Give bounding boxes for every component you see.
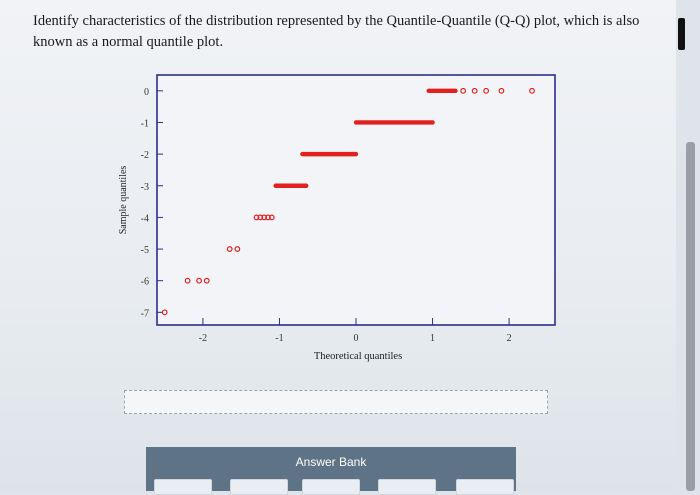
question-panel: Identify characteristics of the distribu… [0,0,676,495]
qq-plot-svg: -2 -1 0 1 2 0 -1 -2 -3 -4 -5 -6 -7 Theoretical quanti… [118,74,556,362]
data-point [261,214,268,221]
x-tick-label: 1 [430,333,435,344]
data-point [203,277,210,284]
qq-plot: -2 -1 0 1 2 0 -1 -2 -3 -4 -5 -6 -7 Theoretical quanti… [110,70,560,370]
data-point [265,214,271,221]
data-point [234,246,241,252]
answer-drop-zone[interactable] [124,390,548,414]
data-point [257,214,264,221]
y-tick-label: -1 [141,118,149,129]
question-text: Identify characteristics of the distribu… [33,13,640,50]
answer-chip[interactable] [154,479,212,495]
y-tick-label: -2 [141,150,149,161]
plot-frame [156,74,556,326]
data-point [196,277,202,284]
data-point [471,87,478,94]
x-tick-label: 2 [507,333,512,344]
x-tick-label: -1 [275,333,283,344]
answer-chip[interactable] [230,479,288,495]
answer-chip[interactable] [456,479,514,495]
scrollbar-thumb-top[interactable] [678,18,685,50]
y-tick-label: 0 [144,87,149,98]
data-point [184,277,191,284]
data-point [226,246,233,252]
y-tick-label: -4 [141,213,149,224]
answer-bank-title: Answer Bank [295,455,367,469]
x-tick-label: 0 [354,333,359,344]
answer-chip[interactable] [302,479,360,495]
data-point [161,309,168,316]
data-point [268,214,275,221]
scrollbar[interactable] [686,142,695,491]
y-axis-label: Sample quantiles [118,166,129,235]
answer-bank: Answer Bank [146,447,516,495]
data-point [460,87,467,94]
y-tick-label: -3 [141,182,149,193]
x-axis-label: Theoretical quantiles [314,351,402,362]
data-point [529,87,535,94]
data-point [253,214,260,221]
x-tick-label: -2 [199,333,207,344]
y-tick-label: -6 [141,277,149,288]
y-tick-label: -7 [141,308,149,319]
y-tick-label: -5 [141,245,149,256]
answer-chip[interactable] [378,479,436,495]
data-point [498,87,505,94]
data-point [483,87,490,94]
